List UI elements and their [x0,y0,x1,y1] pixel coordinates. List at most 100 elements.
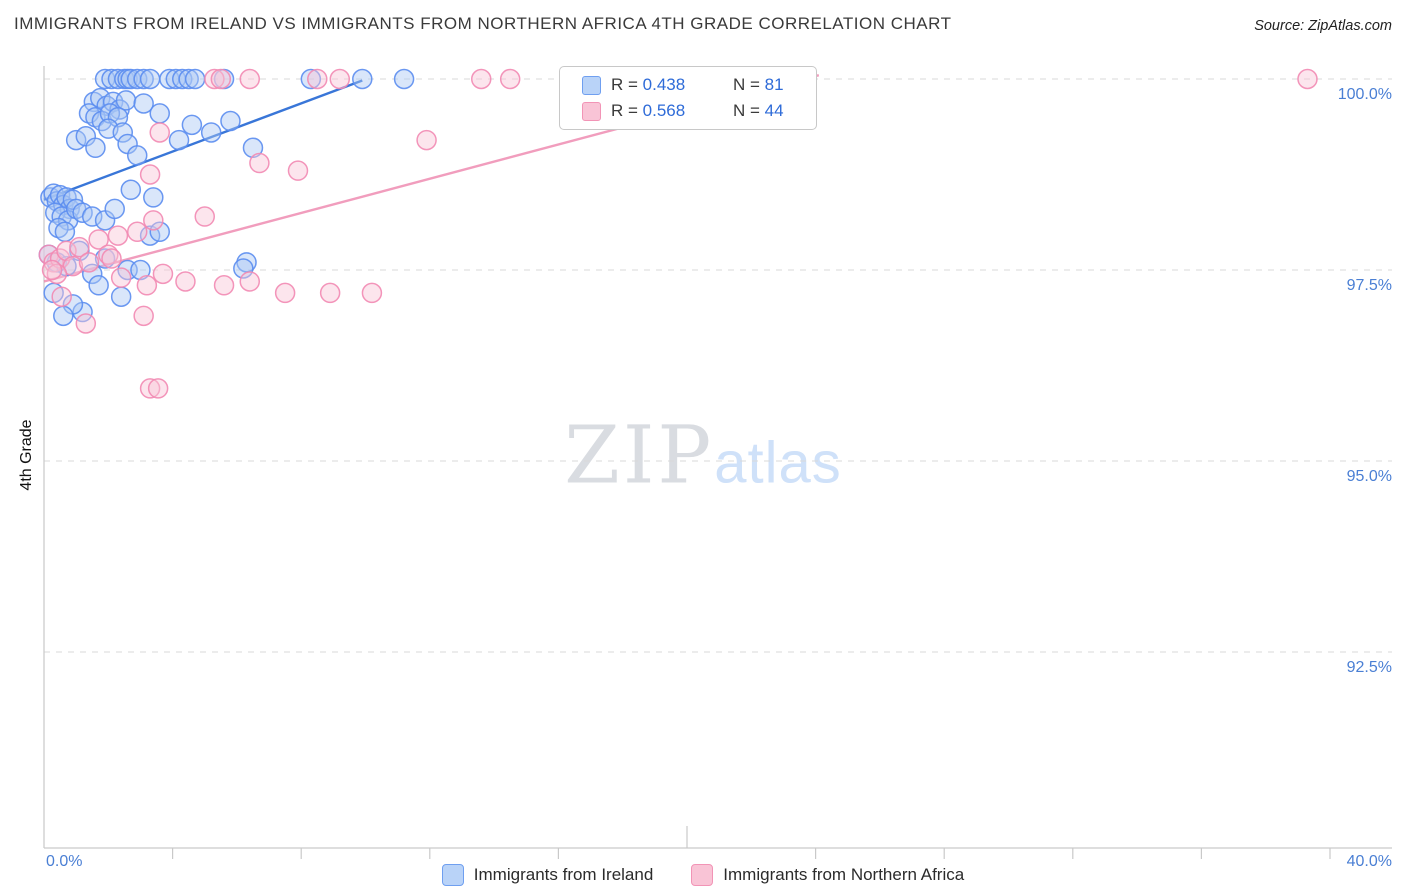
y-tick-label-95: 95.0% [1346,468,1392,485]
scatter-point-n-africa [239,68,261,90]
scatter-point-n-africa [213,275,235,296]
scatter-point-n-africa [194,206,215,227]
scatter-point-ireland [149,221,170,243]
legend-item-n-africa: Immigrants from Northern Africa [691,864,964,886]
y-axis-title: 4th Grade [18,419,35,491]
scatter-point-ireland [53,305,74,327]
scatter-point-ireland [88,275,109,296]
scatter-point-n-africa [139,378,161,399]
scatter-point-n-africa [175,271,196,292]
scatter-point-n-africa [69,236,90,258]
scatter-point-ireland [54,221,76,243]
scatter-point-n-africa [416,129,437,151]
scatter-point-ireland [115,90,137,111]
scatter-point-ireland [178,68,199,90]
scatter-point-ireland [300,68,322,90]
scatter-point-n-africa [51,286,72,307]
scatter-point-ireland [233,258,254,279]
scatter-point-ireland [200,122,222,143]
zipatlas-watermark: ZIPatlas [564,409,842,502]
scatter-point-n-africa [98,244,119,265]
scatter-point-n-africa [88,229,109,250]
scatter-point-n-africa [361,282,383,304]
scatter-point-n-africa [307,68,328,90]
scatter-point-n-africa [43,252,64,273]
scatter-point-n-africa [149,122,170,143]
scatter-point-n-africa [210,68,232,90]
scatter-point-ireland [130,259,151,281]
legend-item-ireland: Immigrants from Ireland [441,864,654,886]
ireland-legend-label: Immigrants from Ireland [473,865,654,884]
watermark-zip-text: ZIP [564,408,715,502]
r-value: 0.568 [642,101,686,120]
x-min-label: 0.0% [46,853,83,870]
scatter-point-n-africa [107,225,129,246]
watermark-atlas-text: atlas [714,430,842,496]
scatter-point-n-africa [329,68,351,90]
scatter-point-ireland [48,217,69,239]
scatter-point-n-africa [470,68,492,90]
scatter-point-ireland [110,286,132,307]
r-prefix: R = [611,101,643,120]
scatter-point-n-africa [287,160,309,181]
scatter-point-n-africa [110,267,132,288]
ireland-swatch [582,75,601,95]
scatter-point-n-africa [204,68,225,90]
scatter-point-ireland [81,206,103,227]
scatter-point-n-africa [319,282,341,304]
scatter-point-n-africa [41,259,63,281]
scatter-point-n-africa [143,210,164,231]
n-africa-legend-label: Immigrants from Northern Africa [723,865,965,884]
scatter-point-ireland [81,263,103,285]
scatter-point-ireland [184,68,206,90]
scatter-point-ireland [149,103,170,124]
scatter-point-n-africa [249,152,270,174]
stats-row-ireland: R = 0.438 N = 81 [582,75,816,95]
scatter-point-n-africa [152,263,174,285]
scatter-point-ireland [45,202,66,223]
page-title: IMMIGRANTS FROM IRELAND VS IMMIGRANTS FR… [14,14,952,33]
scatter-point-ireland [133,93,154,114]
n-africa-legend-swatch [691,864,714,886]
stats-row-n-africa: R = 0.568 N = 44 [582,101,816,121]
scatter-point-n-africa [126,221,148,243]
n-value: 44 [764,101,784,120]
scatter-point-ireland [393,68,415,90]
r-value: 0.438 [642,75,686,94]
scatter-point-ireland [220,110,241,132]
scatter-point-ireland [139,68,161,90]
scatter-point-ireland [352,68,373,90]
correlation-stats-legend: R = 0.438 N = 81 R = 0.568 N = 44 [559,66,817,130]
scatter-point-n-africa [239,271,261,292]
scatter-point-n-africa [147,378,169,399]
scatter-point-n-africa [133,305,154,327]
n-prefix: N = [733,101,765,120]
y-tick-label-100: 100.0% [1337,86,1392,103]
n-africa-r-stat: R = 0.568 [611,101,723,121]
scatter-point-ireland [94,248,116,269]
scatter-point-n-africa [274,282,296,304]
x-max-label: 40.0% [1346,853,1392,870]
scatter-point-n-africa [139,164,161,185]
scatter-point-ireland [168,129,190,151]
r-prefix: R = [611,75,643,94]
n-value: 81 [764,75,784,94]
y-tick-label-97-5: 97.5% [1346,277,1392,294]
scatter-point-ireland [143,187,164,208]
ireland-legend-swatch [441,864,464,886]
ireland-r-stat: R = 0.438 [611,75,723,95]
y-tick-label-92-5: 92.5% [1346,659,1392,676]
scatter-point-n-africa [1297,68,1318,90]
scatter-point-n-africa [75,313,97,334]
scatter-point-n-africa [101,248,122,269]
source-attribution: Source: ZipAtlas.com [1254,18,1392,34]
n-africa-swatch [582,101,601,121]
scatter-point-ireland [242,137,264,159]
scatter-point-ireland [126,145,148,166]
scatter-point-n-africa [56,240,77,262]
scatter-point-ireland [112,122,134,143]
trend-line-ireland [43,79,363,201]
scatter-point-n-africa [136,275,158,296]
